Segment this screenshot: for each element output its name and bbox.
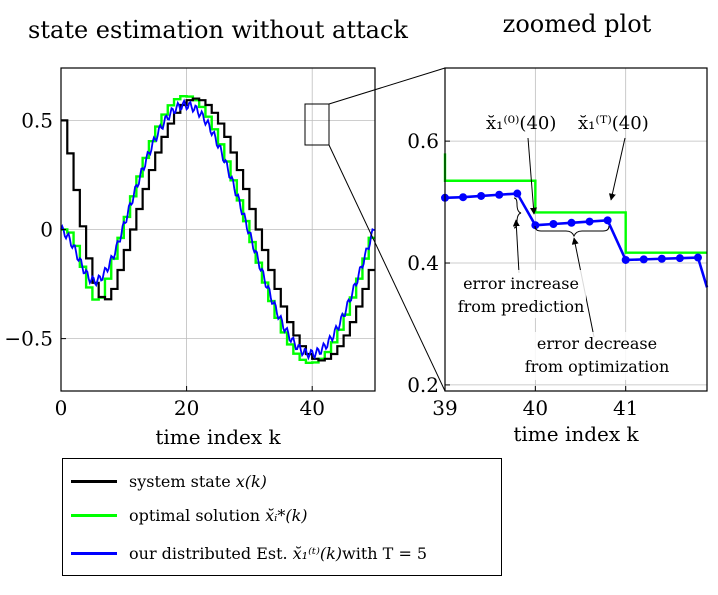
zoom-chart-title: zoomed plot [503, 10, 652, 38]
legend-swatch-optimal-solution [71, 513, 117, 517]
annotation-error-decrease-2: from optimization [525, 357, 670, 376]
zoom-point-distributed-est [531, 221, 540, 230]
legend-label-prefix: system state [129, 471, 231, 491]
zoom-ticks: 39 40 41 0.2 0.4 0.6 [407, 129, 638, 420]
zoom-point-distributed-est [675, 254, 684, 263]
zoom-annotations: x̆₁⁽⁰⁾(40) x̆₁⁽ᵀ⁾(40) error increase fro… [458, 113, 674, 380]
zoom-ytick-label: 0.4 [407, 251, 439, 275]
series-distributed-est [60, 98, 376, 361]
arrow-estT [608, 137, 626, 201]
zoom-xtick-label: 40 [523, 396, 548, 420]
zoom-point-distributed-est [513, 189, 522, 198]
zoom-point-distributed-est [459, 193, 468, 202]
legend-item-distributed-est: our distributed Est. x̆₁⁽ᵗ⁾(k) with T = … [71, 539, 427, 567]
legend-label-math: x̆ᵢ*(k) [265, 505, 308, 525]
brace-increase [513, 197, 522, 229]
annotation-error-increase-2: from prediction [458, 297, 585, 316]
legend-label-math: x(k) [235, 471, 267, 491]
zoom-connector-top [328, 67, 446, 105]
zoom-series [441, 153, 709, 288]
zoom-xtick-label: 39 [432, 396, 457, 420]
main-series [60, 94, 376, 365]
label-bg-increase [458, 270, 586, 318]
main-xlabel: time index k [155, 425, 281, 449]
annotation-error-decrease-1: error decrease [537, 334, 657, 353]
legend-label-prefix: our distributed Est. [129, 543, 288, 563]
legend-swatch-distributed-est [71, 551, 117, 555]
main-ytick-label: −0.5 [4, 327, 53, 351]
annotation-error-increase-1: error increase [463, 274, 579, 293]
zoom-point-distributed-est [693, 253, 702, 262]
zoom-series-distributed-est [444, 192, 709, 288]
annotation-est0: x̆₁⁽⁰⁾(40) [486, 113, 556, 134]
legend-label-math: x̆₁⁽ᵗ⁾(k) [292, 543, 343, 563]
annotation-estT: x̆₁⁽ᵀ⁾(40) [578, 113, 649, 134]
arrow-increase [512, 219, 520, 274]
zoom-plot-frame [444, 67, 708, 392]
zoom-xtick-label: 41 [613, 396, 638, 420]
zoom-point-distributed-est [567, 218, 576, 227]
zoom-point-distributed-est [585, 217, 594, 226]
zoom-connector-bottom [328, 144, 446, 392]
zoom-ytick-label: 0.2 [407, 373, 439, 397]
series-system-state [61, 97, 375, 362]
zoom-point-distributed-est [549, 220, 558, 229]
main-xtick-label: 20 [174, 396, 199, 420]
zoom-ytick-label: 0.6 [407, 129, 439, 153]
main-ytick-label: 0 [40, 218, 53, 242]
zoom-point-distributed-est [495, 190, 504, 199]
main-ytick-label: 0.5 [21, 108, 53, 132]
zoom-point-distributed-est [621, 255, 630, 264]
zoom-series-optimal-solution [443, 153, 707, 254]
main-ticks: 0 20 40 −0.5 0 0.5 [4, 108, 325, 420]
main-xtick-label: 0 [55, 396, 68, 420]
legend-swatch-system-state [71, 479, 117, 483]
label-bg-decrease [520, 332, 674, 380]
zoom-point-distributed-est [657, 254, 666, 263]
zoom-region-box [304, 103, 330, 146]
legend-label-suffix: with T = 5 [342, 543, 428, 563]
legend-item-optimal-solution: optimal solution x̆ᵢ*(k) [71, 501, 308, 529]
zoom-point-distributed-est [603, 216, 612, 225]
legend: system state x(k) optimal solution x̆ᵢ*(… [62, 458, 502, 576]
legend-item-system-state: system state x(k) [71, 467, 267, 495]
zoom-xlabel: time index k [513, 422, 639, 446]
main-xtick-label: 40 [299, 396, 324, 420]
main-chart-title: state estimation without attack [28, 16, 408, 44]
legend-label-prefix: optimal solution [129, 505, 261, 525]
brace-decrease [534, 225, 610, 238]
zoom-point-distributed-est [639, 255, 648, 264]
zoom-point-distributed-est [477, 191, 486, 200]
arrow-est0 [527, 137, 537, 215]
